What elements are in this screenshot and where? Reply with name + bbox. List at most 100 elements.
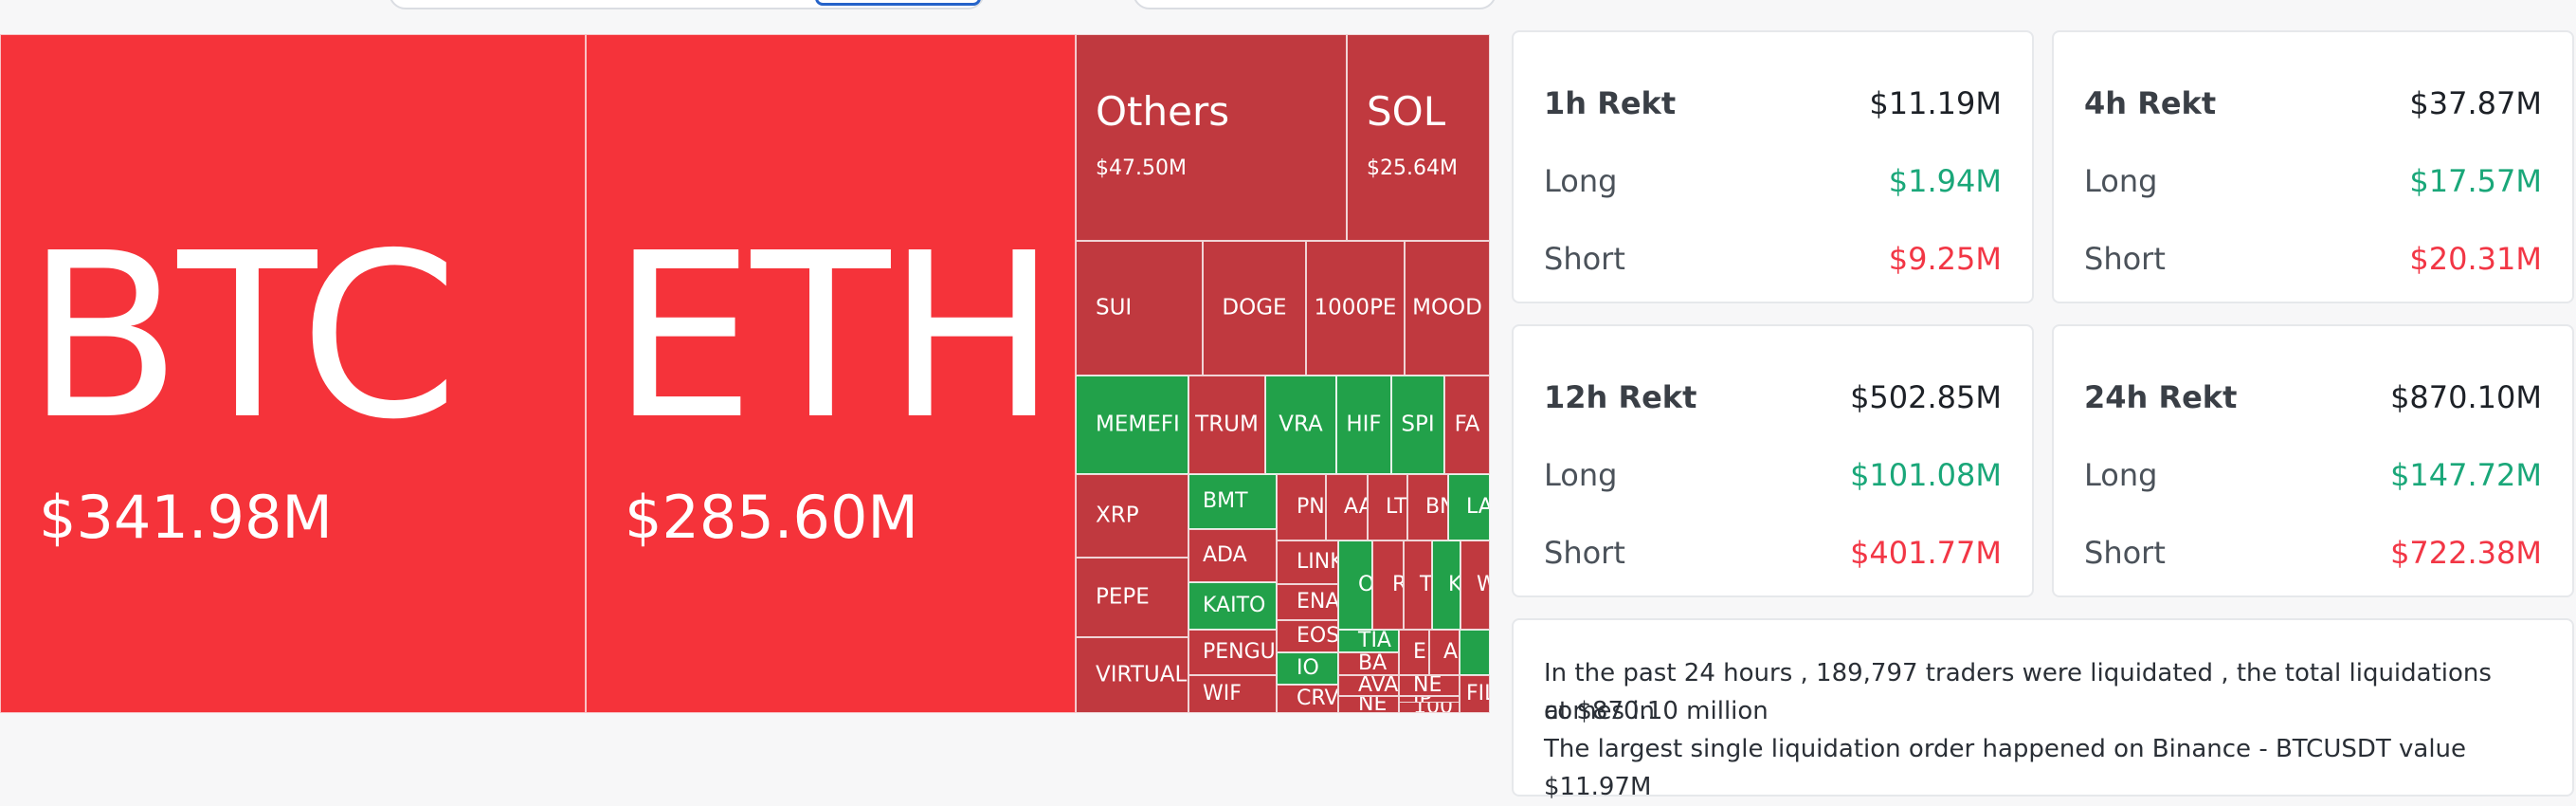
- tile-pengu[interactable]: PENGU: [1188, 630, 1277, 675]
- short-value: $401.77M: [1850, 535, 2002, 571]
- tile-r[interactable]: R: [1372, 540, 1404, 630]
- tile-symbol: MOOD: [1412, 295, 1482, 321]
- stat-total: $870.10M: [2390, 379, 2542, 415]
- tile-trum[interactable]: TRUM: [1188, 376, 1265, 474]
- tile-pn[interactable]: PN: [1277, 474, 1326, 540]
- summary-line-2: at $870.10 million: [1544, 697, 1769, 725]
- long-label: Long: [1544, 457, 1618, 493]
- tile-io[interactable]: IO: [1277, 652, 1338, 685]
- tile-xrp[interactable]: XRP: [1076, 474, 1188, 558]
- tile-eos[interactable]: EOS: [1277, 620, 1338, 652]
- tile-symbol: VIRTUAL: [1096, 662, 1188, 687]
- long-value: $147.72M: [2390, 457, 2542, 493]
- tile-symbol: A: [1443, 640, 1459, 664]
- tile-symbol: O: [1358, 575, 1371, 595]
- tile-sol[interactable]: SOL $25.64M: [1347, 34, 1490, 241]
- tile-symbol: WIF: [1203, 682, 1242, 705]
- filter-select[interactable]: [1133, 0, 1497, 9]
- tile-eth[interactable]: ETH $285.60M: [586, 34, 1076, 713]
- tile-fil[interactable]: FIL: [1460, 675, 1490, 713]
- tile-ava[interactable]: AVA: [1338, 675, 1399, 696]
- stat-card-24h: 24h Rekt $870.10M Long $147.72M Short $722.…: [2052, 324, 2574, 597]
- tile-mood[interactable]: MOOD: [1405, 241, 1490, 376]
- tile-e[interactable]: E: [1399, 630, 1429, 675]
- tile-vra[interactable]: VRA: [1265, 376, 1336, 474]
- tile-value: $341.98M: [39, 483, 333, 552]
- tile-symbol: E: [1413, 640, 1426, 664]
- stat-total: $37.87M: [2409, 85, 2542, 121]
- tile-spi[interactable]: SPI: [1391, 376, 1444, 474]
- stat-title: 12h Rekt: [1544, 379, 1697, 415]
- stat-card-4h: 4h Rekt $37.87M Long $17.57M Short $20.31M: [2052, 30, 2574, 303]
- tile-o[interactable]: O: [1338, 540, 1372, 630]
- tile-symbol: T: [1420, 573, 1432, 596]
- tile-symbol: ENA: [1297, 590, 1338, 614]
- tile-btc[interactable]: BTC $341.98M: [0, 34, 586, 713]
- tile-value: $47.50M: [1096, 156, 1187, 180]
- tile-symbol: TRUM: [1195, 412, 1259, 437]
- tile-symbol: CRV: [1297, 687, 1338, 710]
- tile-symbol: BA: [1358, 652, 1388, 675]
- tile-a[interactable]: A: [1429, 630, 1460, 675]
- tile-w[interactable]: W: [1460, 540, 1490, 630]
- tile-symbol: PN: [1297, 495, 1325, 519]
- toolbar: [0, 0, 1497, 32]
- tile-la[interactable]: LA: [1448, 474, 1490, 540]
- tile-symbol: ETH: [611, 204, 1058, 469]
- tile-symbol: R: [1392, 575, 1403, 595]
- tile-symbol: NE: [1413, 675, 1442, 696]
- tile-bn[interactable]: BN: [1407, 474, 1448, 540]
- stat-total: $502.85M: [1850, 379, 2002, 415]
- tile-symbol: LT: [1386, 495, 1407, 519]
- short-label: Short: [2084, 241, 2166, 277]
- tile-t[interactable]: T: [1404, 540, 1432, 630]
- tile-symbol: ADA: [1203, 543, 1247, 567]
- tile-virtual[interactable]: VIRTUAL: [1076, 637, 1188, 713]
- tile-symbol: PEPE: [1096, 584, 1150, 610]
- tile-ada[interactable]: ADA: [1188, 529, 1277, 582]
- tile-symbol: LA: [1466, 495, 1489, 519]
- tile-kaito[interactable]: KAITO: [1188, 582, 1277, 630]
- tile-memefi[interactable]: MEMEFI: [1076, 376, 1188, 474]
- tile-sui[interactable]: SUI: [1076, 241, 1203, 376]
- short-label: Short: [1544, 535, 1625, 571]
- tile-ne[interactable]: NE: [1338, 696, 1399, 713]
- search-button[interactable]: [815, 0, 981, 6]
- tile-ena[interactable]: ENA: [1277, 584, 1338, 620]
- short-value: $722.38M: [2390, 535, 2542, 571]
- long-value: $17.57M: [2409, 163, 2542, 199]
- short-value: $9.25M: [1888, 241, 2002, 277]
- tile-green-small[interactable]: [1460, 630, 1490, 675]
- tile-symbol: SUI: [1096, 295, 1133, 321]
- tile-wif[interactable]: WIF: [1188, 675, 1277, 713]
- tile-pepe[interactable]: PEPE: [1076, 558, 1188, 637]
- tile-symbol: K: [1448, 573, 1460, 596]
- tile-symbol: FIL: [1466, 682, 1489, 705]
- stat-title: 4h Rekt: [2084, 85, 2217, 121]
- tile-symbol: TIA: [1358, 630, 1391, 652]
- tile-fa[interactable]: FA: [1444, 376, 1490, 474]
- tile-symbol: BTC: [26, 204, 459, 469]
- tile-aa[interactable]: AA: [1326, 474, 1368, 540]
- tile-tia[interactable]: TIA: [1338, 630, 1399, 652]
- tile-bmt[interactable]: BMT: [1188, 474, 1277, 529]
- tile-symbol: PENGU: [1203, 640, 1276, 664]
- tile-others[interactable]: Others $47.50M: [1076, 34, 1347, 241]
- stat-card-1h: 1h Rekt $11.19M Long $1.94M Short $9.25M: [1512, 30, 2034, 303]
- tile-lt[interactable]: LT: [1368, 474, 1407, 540]
- long-label: Long: [2084, 457, 2158, 493]
- tile-symbol: XRP: [1096, 503, 1139, 528]
- long-value: $1.94M: [1888, 163, 2002, 199]
- tile-crv[interactable]: CRV: [1277, 685, 1338, 713]
- liquidation-summary: In the past 24 hours , 189,797 traders w…: [1512, 618, 2574, 801]
- short-label: Short: [1544, 241, 1625, 277]
- tile-100[interactable]: 100: [1399, 702, 1460, 713]
- tile-doge[interactable]: DOGE: [1203, 241, 1306, 376]
- tile-k[interactable]: K: [1432, 540, 1460, 630]
- tile-1000pe[interactable]: 1000PE: [1306, 241, 1405, 376]
- tile-link[interactable]: LINK: [1277, 540, 1338, 584]
- tile-ba[interactable]: BA: [1338, 652, 1399, 675]
- stat-card-12h: 12h Rekt $502.85M Long $101.08M Short $401.…: [1512, 324, 2034, 597]
- tile-hif[interactable]: HIF: [1336, 376, 1391, 474]
- tile-ne-2[interactable]: NE: [1399, 675, 1460, 696]
